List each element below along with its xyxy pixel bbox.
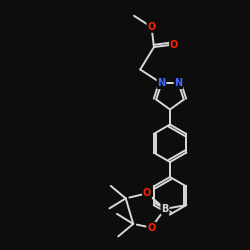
Text: B: B [161,204,169,214]
Text: O: O [147,223,155,233]
Text: O: O [147,22,156,32]
Text: N: N [174,78,182,88]
Text: O: O [143,188,151,198]
Text: O: O [170,40,178,50]
Text: N: N [158,78,166,88]
